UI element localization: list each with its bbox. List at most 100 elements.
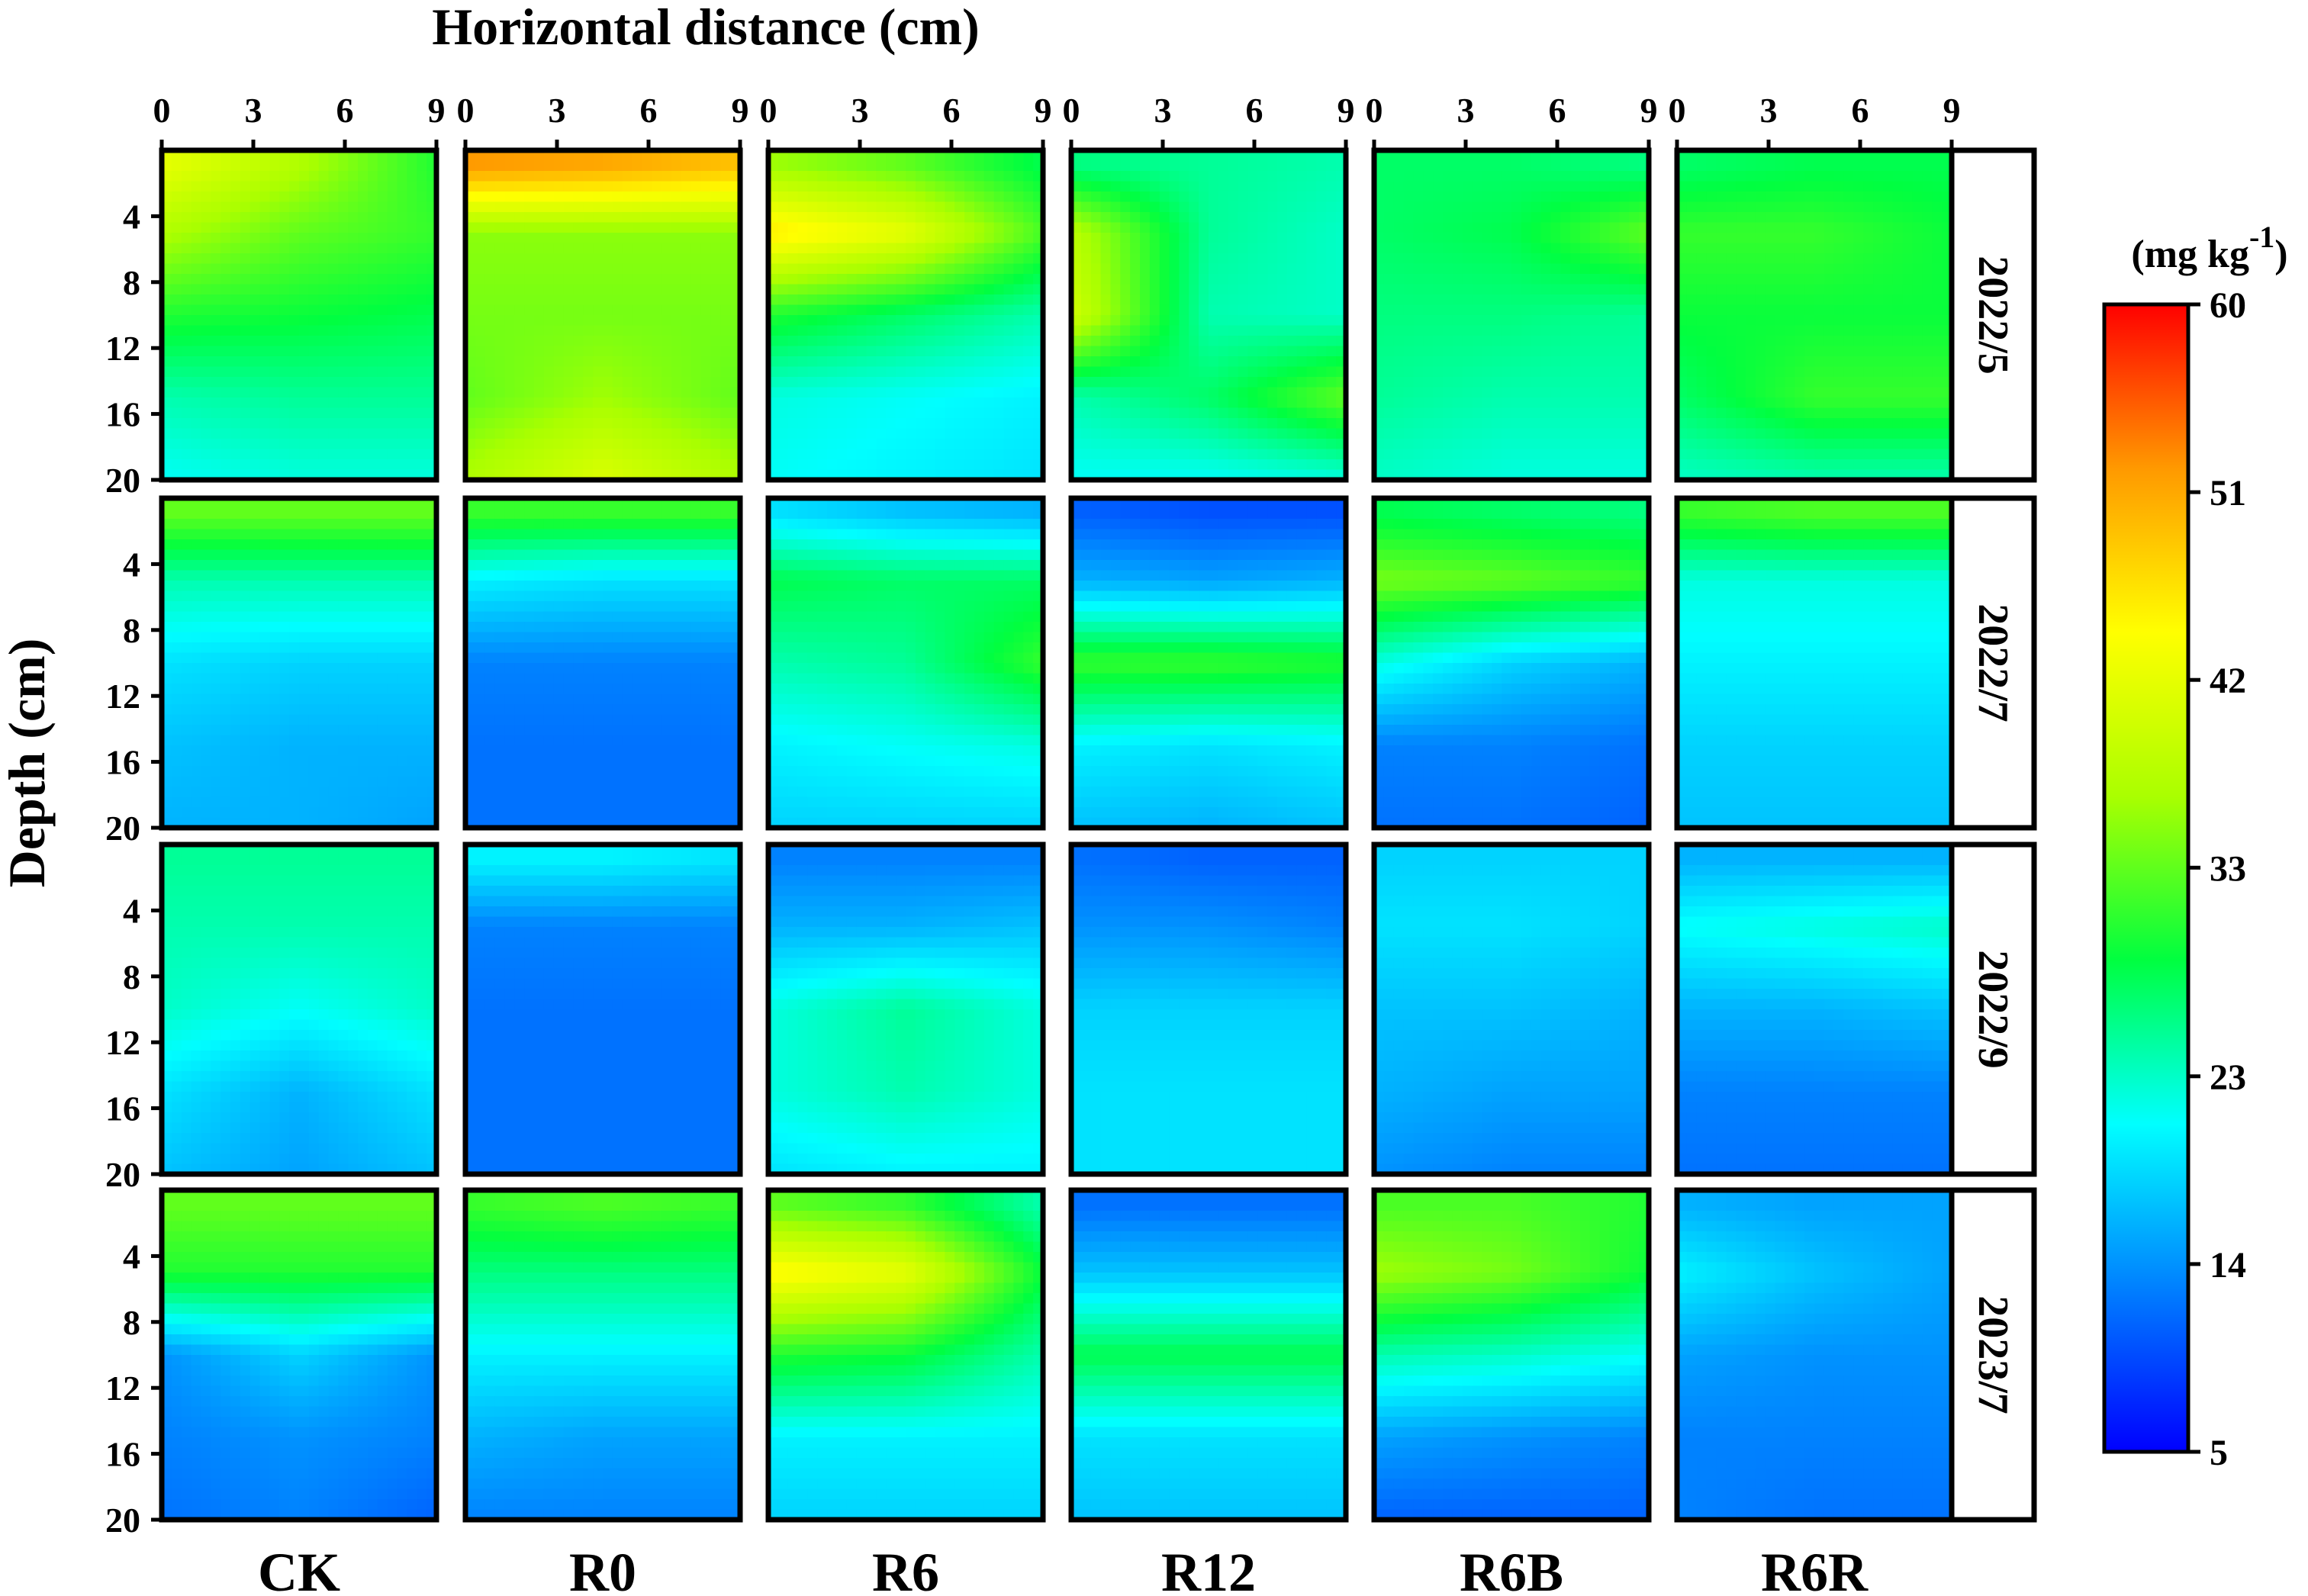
heat-cell xyxy=(289,377,300,388)
heat-cell xyxy=(671,367,682,378)
heat-cell xyxy=(1775,294,1786,305)
heat-cell xyxy=(788,233,799,243)
heat-cell xyxy=(1502,315,1512,326)
heat-cell xyxy=(847,233,858,243)
heat-cell xyxy=(1179,305,1189,316)
heat-cell xyxy=(220,439,231,449)
heat-cell xyxy=(279,429,290,439)
heat-cell xyxy=(534,326,545,336)
heat-cell xyxy=(1502,212,1512,223)
heat-cell xyxy=(778,182,789,192)
heat-cell xyxy=(798,429,809,439)
heat-cell xyxy=(1277,429,1288,439)
heat-cell xyxy=(886,397,896,408)
heat-cell xyxy=(1287,294,1298,305)
heat-cell xyxy=(1423,182,1434,192)
heat-cell xyxy=(896,285,906,295)
heat-cell xyxy=(984,305,995,316)
heat-cell xyxy=(564,408,575,419)
heat-cell xyxy=(1404,233,1415,243)
heat-cell xyxy=(1384,294,1395,305)
heat-cell xyxy=(1160,388,1170,398)
heat-cell xyxy=(1384,253,1395,264)
heat-cell xyxy=(916,459,926,470)
heat-cell xyxy=(495,171,506,182)
heat-cell xyxy=(172,315,182,326)
heat-cell xyxy=(906,253,916,264)
heat-cell xyxy=(593,459,604,470)
heat-cell xyxy=(1531,429,1542,439)
heat-cell xyxy=(710,243,721,254)
heat-cell xyxy=(485,191,496,202)
heat-cell xyxy=(1463,182,1473,192)
heat-cell xyxy=(623,212,633,223)
heat-cell xyxy=(1199,397,1209,408)
heat-cell xyxy=(504,161,515,172)
heat-cell xyxy=(417,171,427,182)
heat-cell xyxy=(613,233,623,243)
heat-cell xyxy=(182,449,192,460)
heat-cell xyxy=(1307,326,1318,336)
heat-cell xyxy=(1531,326,1542,336)
heat-cell xyxy=(338,191,349,202)
heat-cell xyxy=(1267,285,1278,295)
heat-cell xyxy=(1081,408,1092,419)
heat-cell xyxy=(1150,171,1160,182)
heat-cell xyxy=(1179,294,1189,305)
heat-cell xyxy=(1600,253,1611,264)
heat-cell xyxy=(329,191,340,202)
heat-cell xyxy=(623,315,633,326)
heat-cell xyxy=(260,294,271,305)
heat-cell xyxy=(1726,191,1737,202)
heat-cell xyxy=(398,182,408,192)
heat-cell xyxy=(867,243,877,254)
heat-cell xyxy=(1687,233,1698,243)
heat-cell xyxy=(1101,182,1112,192)
heat-cell xyxy=(1209,377,1219,388)
heat-cell xyxy=(720,243,731,254)
heat-cell xyxy=(1218,223,1229,233)
heat-cell xyxy=(827,182,838,192)
heat-cell xyxy=(1795,305,1805,316)
heat-cell xyxy=(1218,397,1229,408)
heat-cell xyxy=(240,161,251,172)
heat-cell xyxy=(1199,377,1209,388)
heat-cell xyxy=(916,223,926,233)
heat-cell xyxy=(1384,305,1395,316)
heat-cell xyxy=(720,315,731,326)
heat-cell xyxy=(1287,212,1298,223)
heat-cell xyxy=(1785,315,1795,326)
heat-cell xyxy=(1903,264,1914,275)
heat-cell xyxy=(603,356,613,367)
heat-cell xyxy=(1570,233,1581,243)
heat-cell xyxy=(1316,285,1327,295)
heat-cell xyxy=(1170,212,1180,223)
heat-cell xyxy=(1316,305,1327,316)
heat-cell xyxy=(661,285,672,295)
heat-cell xyxy=(788,449,799,460)
heat-cell xyxy=(691,161,702,172)
heat-cell xyxy=(1404,326,1415,336)
heat-cell xyxy=(1932,274,1943,285)
heat-cell xyxy=(1610,285,1621,295)
heat-cell xyxy=(260,356,271,367)
heat-cell xyxy=(1189,439,1199,449)
heat-cell xyxy=(1619,212,1630,223)
heat-cell xyxy=(1473,274,1483,285)
heat-cell xyxy=(1423,274,1434,285)
heat-cell xyxy=(564,388,575,398)
heat-cell xyxy=(1101,326,1112,336)
heat-cell xyxy=(514,397,525,408)
heat-cell xyxy=(1326,161,1337,172)
heat-cell xyxy=(1413,253,1424,264)
heat-cell xyxy=(1023,315,1034,326)
heat-cell xyxy=(1844,253,1855,264)
heat-cell xyxy=(1795,161,1805,172)
heat-cell xyxy=(1209,388,1219,398)
heat-cell xyxy=(1170,429,1180,439)
heat-cell xyxy=(1853,274,1864,285)
heat-cell xyxy=(1228,439,1239,449)
heat-cell xyxy=(974,336,985,346)
heat-cell xyxy=(388,377,398,388)
heat-cell xyxy=(407,429,417,439)
